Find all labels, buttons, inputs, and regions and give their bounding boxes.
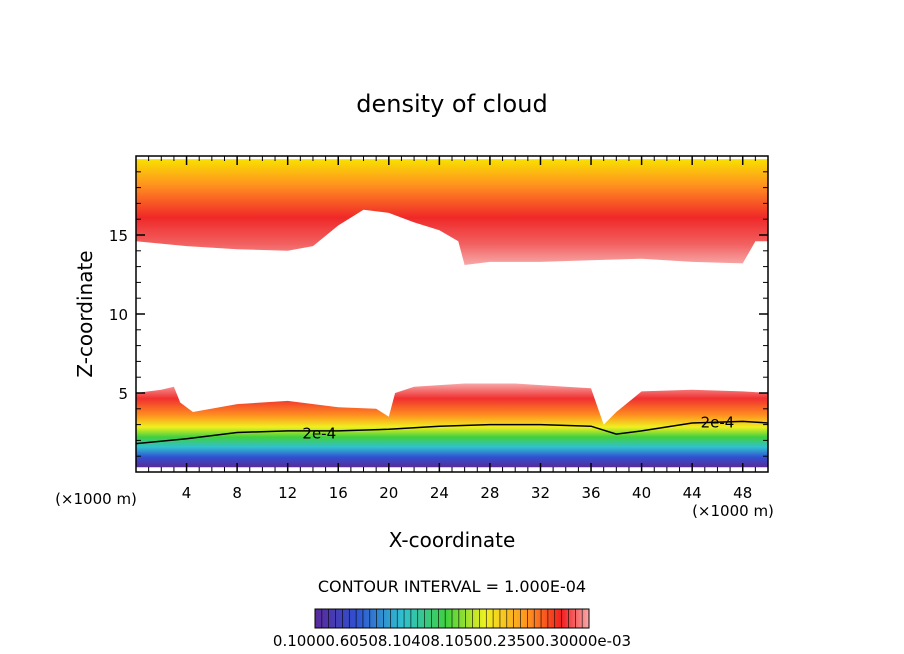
- y-tick-label: 5: [118, 385, 128, 403]
- x-tick-label: 12: [278, 484, 297, 502]
- contour-line-2e-4: [136, 420, 768, 445]
- x-tick-label: 24: [430, 484, 449, 502]
- y-axis-ticks: 5 10 15: [109, 171, 768, 457]
- x-tick-label: 4: [182, 484, 192, 502]
- x-unit-left: (×1000 m): [55, 490, 137, 508]
- x-tick-label: 8: [232, 484, 242, 502]
- upper-cloud-layer: [136, 159, 768, 265]
- x-tick-label: 32: [531, 484, 550, 502]
- x-tick-label: 16: [329, 484, 348, 502]
- x-tick-label: 28: [480, 484, 499, 502]
- plot-area: [136, 159, 768, 468]
- colorbar-labels: 0.10000.60508.10408.10500.23500.30000e-0…: [273, 632, 631, 650]
- contour-label: 2e-4: [701, 413, 735, 431]
- x-axis-label: X-coordinate: [389, 528, 516, 552]
- x-tick-label: 44: [683, 484, 702, 502]
- x-axis-ticks: 4 8 12 16 20 24 28 32 36 40 44 48: [148, 156, 756, 502]
- y-tick-label: 10: [109, 306, 128, 324]
- x-tick-label: 40: [632, 484, 651, 502]
- x-tick-label: 48: [733, 484, 752, 502]
- contour-labels: 2e-4 2e-4: [302, 413, 734, 442]
- chart-title: density of cloud: [356, 90, 547, 118]
- colorbar-ticks: [321, 609, 583, 628]
- contour-interval: CONTOUR INTERVAL = 1.000E-04: [318, 577, 586, 596]
- y-tick-label: 15: [109, 227, 128, 245]
- x-unit-right: (×1000 m): [692, 502, 774, 520]
- x-tick-label: 20: [379, 484, 398, 502]
- y-axis-label: Z-coordinate: [73, 250, 97, 377]
- contour-label: 2e-4: [302, 425, 336, 443]
- x-tick-label: 36: [581, 484, 600, 502]
